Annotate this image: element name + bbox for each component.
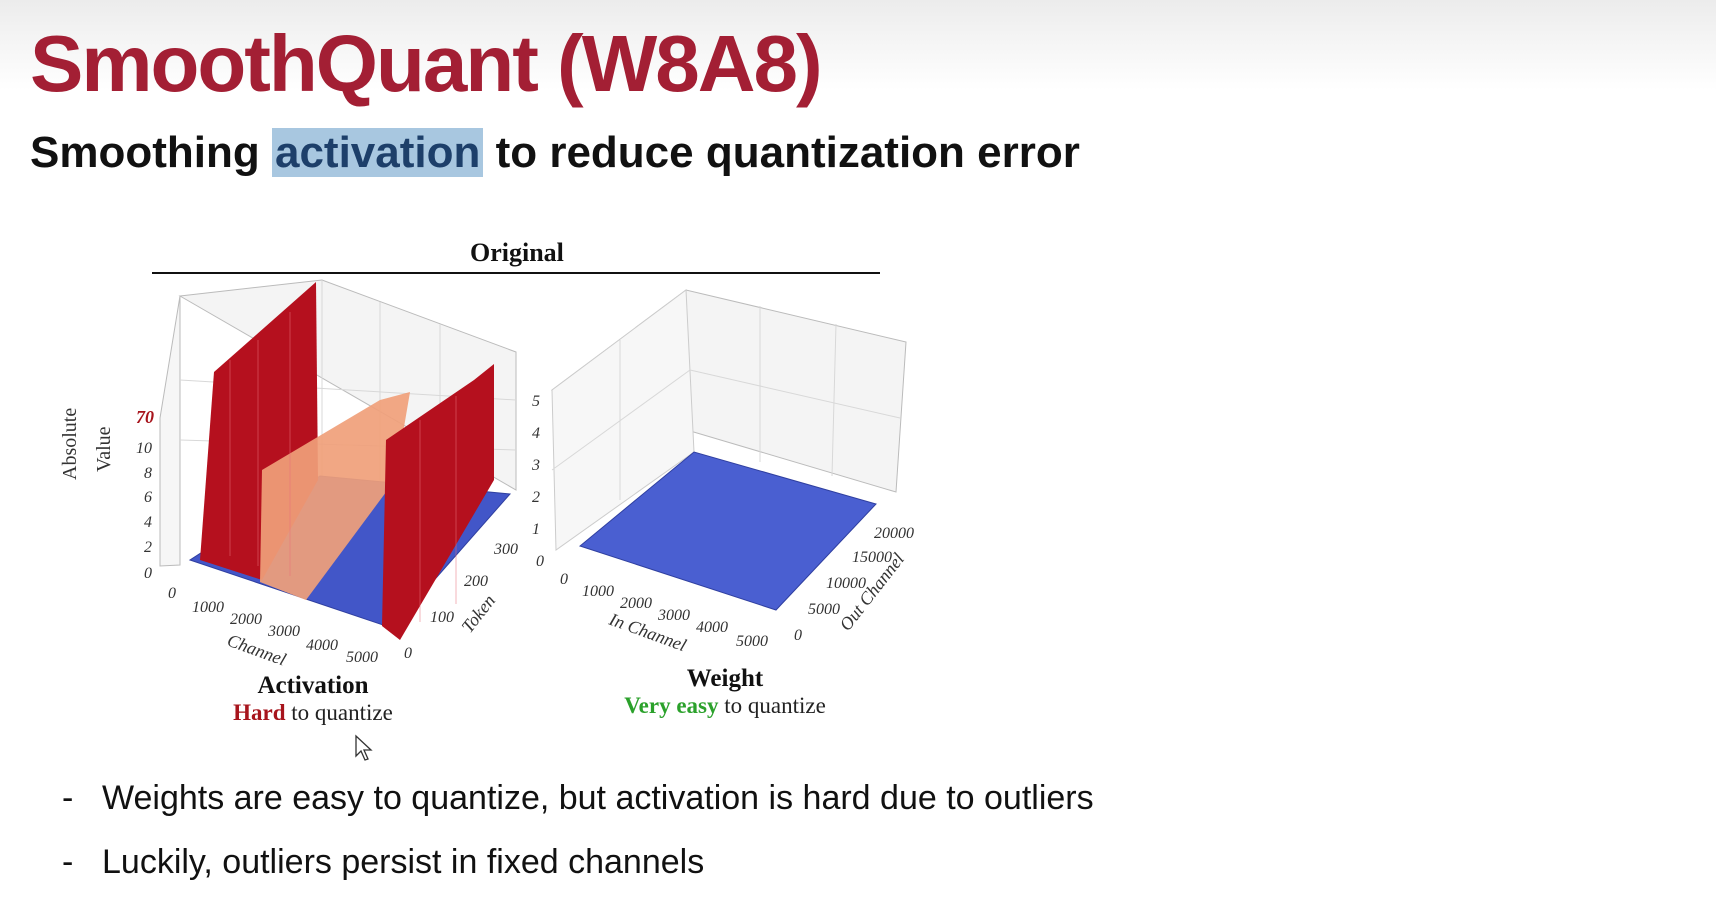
bullet-list: - Weights are easy to quantize, but activ…: [62, 766, 1094, 894]
weight-plot: [550, 289, 907, 611]
activation-y-tick: 300: [493, 541, 518, 558]
weight-x-tick: 0: [560, 571, 568, 588]
weight-x-tick: 1000: [582, 583, 614, 600]
activation-y-tick: 0: [404, 645, 412, 662]
weight-grid: [551, 306, 901, 500]
bullet-item: - Luckily, outliers persist in fixed chan…: [62, 830, 1094, 894]
bullet-text: Luckily, outliers persist in fixed chann…: [102, 842, 705, 881]
activation-outlier-band-2: [382, 364, 494, 640]
weight-x-tick: 3000: [657, 607, 690, 624]
slide-title: SmoothQuant (W8A8): [30, 19, 823, 108]
activation-side-wall: [159, 295, 181, 567]
activation-outlier-texture: [229, 312, 457, 622]
activation-caption: Activation Hard to quantize: [213, 672, 413, 726]
weight-y-tick: 10000: [826, 575, 866, 592]
activation-caption-rest: to quantize: [285, 700, 393, 725]
weight-z-tick: 3: [531, 457, 540, 474]
weight-difficulty: Very easy: [624, 693, 719, 718]
activation-y-tick: 200: [464, 573, 488, 590]
activation-z-tick: 6: [144, 489, 152, 506]
activation-z-title-line2: Value: [93, 426, 115, 472]
bullet-item: - Weights are easy to quantize, but activ…: [62, 766, 1094, 830]
weight-z-tick: 4: [532, 425, 540, 442]
activation-medium-band: [260, 392, 410, 600]
title-bar-background: [0, 0, 1716, 90]
weight-caption: Weight Very easy to quantize: [595, 665, 855, 719]
activation-y-label: Token: [457, 591, 499, 637]
figure-title-rule: [152, 272, 880, 274]
bullet-dash: -: [62, 778, 74, 817]
activation-z-tick: 0: [144, 565, 152, 582]
activation-z-tick: 10: [136, 440, 152, 457]
weight-caption-title: Weight: [686, 665, 764, 692]
weight-z-tick: 0: [536, 553, 544, 570]
activation-z-tick-outlier: 70: [136, 407, 154, 427]
figure-title: Original: [470, 238, 564, 267]
weight-z-tick: 5: [532, 393, 540, 410]
activation-y-tick: 100: [430, 609, 454, 626]
subtitle-highlight[interactable]: activation: [271, 128, 484, 177]
activation-x-tick: 4000: [306, 637, 338, 654]
weight-z-tick: 2: [532, 489, 540, 506]
activation-x-tick: 5000: [346, 649, 378, 666]
subtitle-text-start: Smoothing: [30, 128, 272, 177]
weight-z-tick: 1: [532, 521, 540, 538]
bullet-text: Weights are easy to quantize, but activa…: [102, 778, 1094, 817]
activation-x-tick: 3000: [267, 623, 300, 640]
mouse-pointer-icon: [355, 734, 373, 761]
activation-z-tick: 2: [144, 539, 152, 556]
weight-caption-line: Very easy to quantize: [595, 693, 855, 719]
weight-surface: [578, 451, 877, 611]
subtitle-text-end: to reduce quantization error: [483, 128, 1080, 177]
activation-z-title-line1: Absolute: [59, 408, 81, 480]
weight-caption-rest: to quantize: [718, 693, 826, 718]
weight-x-tick: 5000: [736, 633, 768, 650]
weight-x-tick: 2000: [620, 595, 652, 612]
activation-plot: [159, 279, 517, 640]
bullet-dash: -: [62, 842, 74, 881]
activation-z-tick: 4: [144, 514, 152, 531]
activation-caption-title: Activation: [257, 672, 369, 699]
weight-y-tick: 15000: [852, 549, 892, 566]
activation-x-tick: 0: [168, 585, 176, 602]
weight-x-tick: 4000: [696, 619, 728, 636]
activation-x-tick: 2000: [230, 611, 262, 628]
weight-y-tick: 20000: [874, 525, 914, 542]
activation-z-tick: 8: [144, 465, 152, 482]
weight-y-tick: 5000: [808, 601, 840, 618]
weight-y-tick: 0: [794, 627, 802, 644]
activation-caption-line: Hard to quantize: [213, 700, 413, 726]
slide-subtitle: Smoothing activation to reduce quantizat…: [30, 124, 1080, 181]
activation-difficulty: Hard: [233, 700, 286, 725]
activation-x-tick: 1000: [192, 599, 224, 616]
